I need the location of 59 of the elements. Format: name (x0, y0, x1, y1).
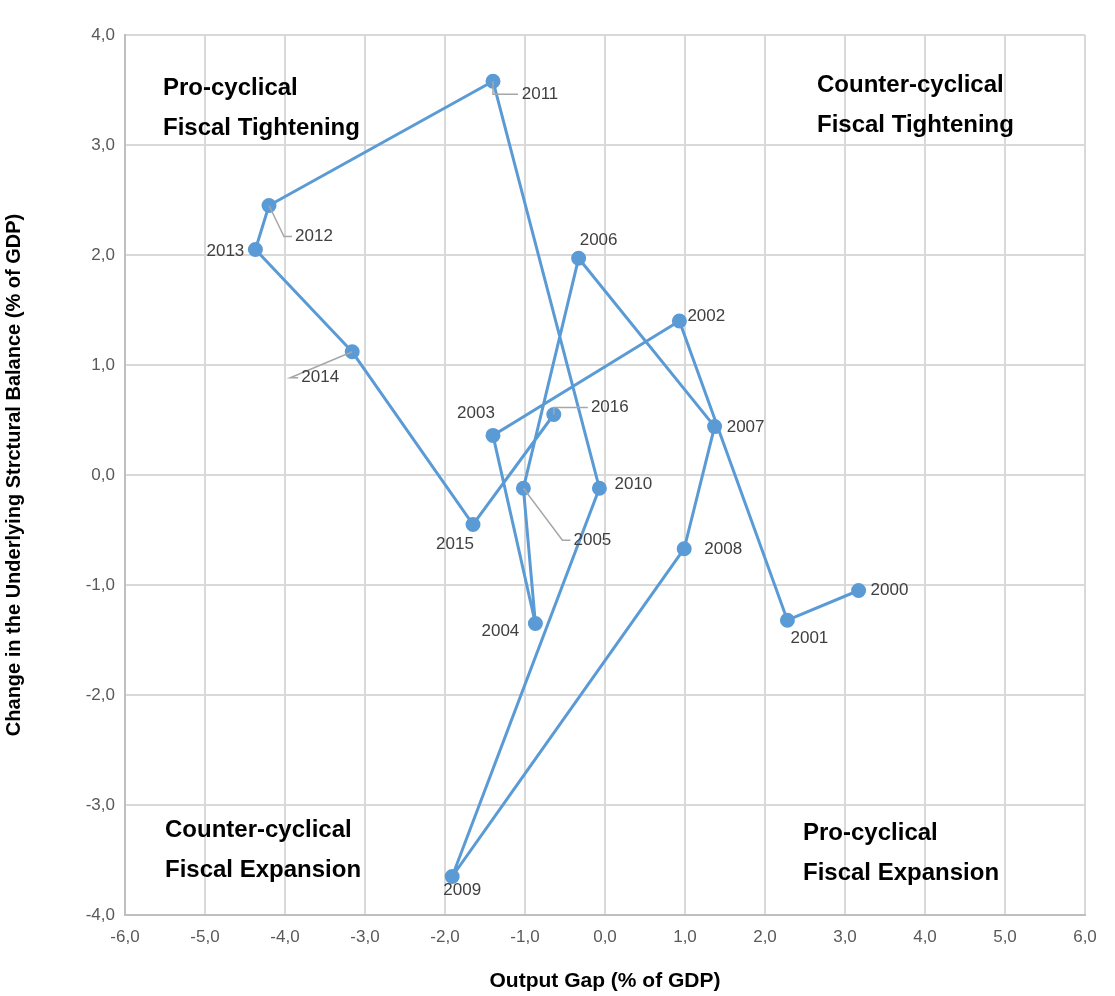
x-tick-label: -5,0 (190, 926, 220, 946)
annotation: 2000 (870, 580, 909, 600)
y-tick-label: -1,0 (85, 574, 115, 594)
annotation: 2008 (704, 539, 743, 559)
annotation: 2006 (579, 229, 618, 249)
x-tick-label: 1,0 (673, 926, 697, 946)
annotation: Pro-cyclical Fiscal Expansion (803, 817, 1000, 885)
annotation: 2010 (614, 473, 653, 493)
y-tick-label: 1,0 (91, 354, 115, 374)
point (465, 517, 481, 532)
annotation: 2015 (436, 534, 474, 554)
annotation: 2003 (457, 403, 495, 423)
point (671, 313, 687, 329)
point (851, 583, 867, 598)
annotation: Counter-cyclical Fiscal Expansion (165, 814, 362, 882)
point (247, 242, 263, 257)
point (707, 419, 723, 435)
x-tick-label: 0,0 (593, 926, 617, 946)
annotation: 2007 (726, 417, 765, 437)
x-tick-label: -6,0 (110, 926, 140, 946)
annotation: 2014 (301, 367, 340, 387)
point (444, 869, 460, 884)
annotation: 2013 (206, 241, 245, 261)
point (344, 344, 360, 360)
x-tick-label: 3,0 (833, 926, 857, 946)
x-tick-label: 4,0 (913, 926, 937, 946)
x-tick-label: 6,0 (1073, 926, 1097, 946)
x-tick-label: -3,0 (350, 926, 380, 946)
annotation: 2002 (687, 305, 726, 325)
point (779, 612, 795, 628)
point (571, 250, 587, 266)
annotation: 2001 (790, 627, 829, 647)
annotation: 2016 (590, 397, 629, 417)
point (527, 616, 543, 631)
annotation: 2012 (295, 226, 333, 246)
y-tick-label: 2,0 (91, 244, 115, 264)
annotation: Counter-cyclical Fiscal Tightening (817, 69, 1014, 137)
x-tick-label: 2,0 (753, 926, 777, 946)
annotation: 2011 (521, 83, 559, 103)
annotation: 2004 (481, 621, 520, 641)
point (261, 198, 277, 213)
y-tick-label: -2,0 (85, 684, 115, 704)
y-tick-label: -4,0 (85, 904, 115, 924)
x-axis-title: Output Gap (% of GDP) (489, 968, 721, 992)
y-tick-label: 0,0 (91, 464, 115, 484)
x-tick-label: -1,0 (510, 926, 540, 946)
y-tick-label: 4,0 (91, 24, 115, 44)
x-tick-label: 5,0 (993, 926, 1017, 946)
point (485, 427, 501, 443)
annotation: Pro-cyclical Fiscal Tightening (163, 72, 360, 140)
annotation: 2009 (443, 880, 482, 900)
y-tick-label: 3,0 (91, 134, 115, 154)
x-tick-label: -4,0 (270, 926, 300, 946)
y-tick-label: -3,0 (85, 794, 115, 814)
y-axis-title: Change in the Underlying Strctural Balance (% of GDP) (1, 213, 24, 737)
x-tick-label: -2,0 (430, 926, 460, 946)
point (676, 541, 692, 557)
point (591, 480, 607, 496)
point (515, 480, 531, 496)
